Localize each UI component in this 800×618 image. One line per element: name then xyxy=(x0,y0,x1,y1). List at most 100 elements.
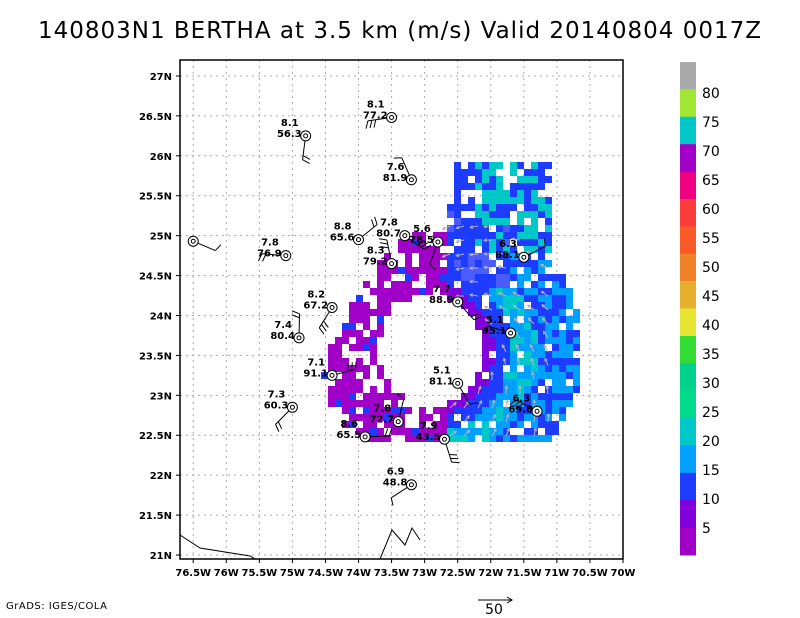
wind-speed-cell xyxy=(517,211,524,218)
dropsonde-label-top: 7.6 xyxy=(387,162,405,173)
wind-speed-cell xyxy=(531,337,538,344)
wind-speed-cell xyxy=(377,330,384,337)
wind-barb-staff xyxy=(386,239,392,259)
wind-speed-cell xyxy=(517,288,524,295)
wind-speed-cell xyxy=(496,197,503,204)
colorbar-label: 60 xyxy=(702,202,720,218)
dropsonde-label-top: 5.1 xyxy=(433,365,451,376)
wind-barb-staff xyxy=(515,399,533,410)
wind-speed-cell xyxy=(419,232,426,239)
wind-speed-cell xyxy=(440,267,447,274)
wind-speed-cell xyxy=(370,337,377,344)
wind-speed-cell xyxy=(545,309,552,316)
wind-vector-head xyxy=(540,290,545,295)
wind-speed-cell xyxy=(433,421,440,428)
wind-vector xyxy=(505,414,509,423)
wind-vector xyxy=(547,413,550,423)
wind-speed-cell xyxy=(454,428,461,435)
wind-speed-cell xyxy=(496,246,503,253)
wind-speed-cell xyxy=(545,232,552,239)
wind-speed-cell xyxy=(461,428,468,435)
wind-speed-cell xyxy=(454,246,461,253)
wind-speed-cell xyxy=(566,372,573,379)
wind-speed-cell xyxy=(545,316,552,323)
wind-vector xyxy=(529,344,535,353)
dropsonde-label-bottom: 88.9 xyxy=(429,295,454,306)
dropsonde-dot xyxy=(389,114,395,120)
wind-speed-cell xyxy=(454,267,461,274)
wind-speed-cell xyxy=(552,407,559,414)
wind-barb-feather xyxy=(470,313,479,318)
wind-vector xyxy=(527,304,535,311)
wind-speed-cell xyxy=(440,232,447,239)
wind-vector-head xyxy=(477,385,482,390)
wind-speed-cell xyxy=(559,295,566,302)
wind-speed-cell xyxy=(538,211,545,218)
wind-speed-cell xyxy=(349,344,356,351)
wind-speed-cell xyxy=(412,239,419,246)
wind-speed-cell xyxy=(377,414,384,421)
dropsonde-dot xyxy=(296,335,302,341)
wind-vector xyxy=(449,402,457,409)
wind-speed-cell xyxy=(517,435,524,442)
wind-speed-cell xyxy=(342,421,349,428)
wind-speed-cell xyxy=(510,225,517,232)
wind-speed-cell xyxy=(475,176,482,183)
wind-speed-cell xyxy=(384,288,391,295)
wind-speed-cell xyxy=(447,295,454,302)
colorbar-segment xyxy=(680,308,696,337)
wind-speed-cell xyxy=(377,309,384,316)
wind-vector-head xyxy=(478,399,483,404)
wind-speed-cell xyxy=(475,253,482,260)
wind-speed-cell xyxy=(475,267,482,274)
wind-speed-cell xyxy=(447,435,454,442)
wind-speed-cell xyxy=(496,323,503,330)
wind-speed-cell xyxy=(545,421,552,428)
wind-barb-feather xyxy=(373,119,377,128)
wind-speed-cell xyxy=(363,428,370,435)
dropsonde-label-bottom: 67.2 xyxy=(303,301,328,312)
dropsonde-label-top: 8.1 xyxy=(281,118,299,129)
wind-vector xyxy=(501,344,507,353)
wind-speed-cell xyxy=(391,407,398,414)
wind-speed-cell xyxy=(503,204,510,211)
wind-speed-cell xyxy=(552,274,559,281)
chart-title: 140803N1 BERTHA at 3.5 km (m/s) Valid 20… xyxy=(37,18,763,44)
dropsonde: 8.665.5 xyxy=(336,419,371,443)
wind-vector xyxy=(456,225,465,229)
wind-speed-cell xyxy=(384,414,391,421)
dropsonde-ring xyxy=(405,479,417,491)
wind-vector-head xyxy=(498,305,503,309)
wind-speed-cell xyxy=(510,414,517,421)
wind-speed-cell xyxy=(398,239,405,246)
wind-vector xyxy=(491,414,496,423)
wind-speed-cell xyxy=(475,302,482,309)
wind-speed-cell xyxy=(433,267,440,274)
wind-speed-cell xyxy=(482,330,489,337)
wind-speed-cell xyxy=(524,204,531,211)
wind-barb-staff xyxy=(197,242,216,252)
dropsonde-dot xyxy=(190,238,196,244)
wind-speed-cell xyxy=(517,330,524,337)
wind-speed-cell xyxy=(349,372,356,379)
wind-barb-staff xyxy=(528,245,546,256)
wind-speed-cell xyxy=(517,358,524,365)
wind-speed-cell xyxy=(545,351,552,358)
wind-speed-cell xyxy=(552,295,559,302)
wind-speed-cell xyxy=(412,267,419,274)
wind-barb-staff xyxy=(460,305,475,321)
wind-speed-cell xyxy=(566,393,573,400)
wind-speed-cell xyxy=(545,239,552,246)
wind-vector xyxy=(530,358,535,367)
wind-vector xyxy=(497,252,507,255)
wind-speed-cell xyxy=(524,400,531,407)
wind-speed-cell xyxy=(468,218,475,225)
wind-speed-cell xyxy=(426,428,433,435)
wind-barb-staff xyxy=(487,325,506,333)
wind-speed-cell xyxy=(468,274,475,281)
wind-speed-cell xyxy=(489,330,496,337)
wind-speed-cell xyxy=(552,400,559,407)
dropsonde-label-top: 7.8 xyxy=(380,218,398,229)
wind-speed-cell xyxy=(468,309,475,316)
wind-vector-head xyxy=(441,254,446,258)
